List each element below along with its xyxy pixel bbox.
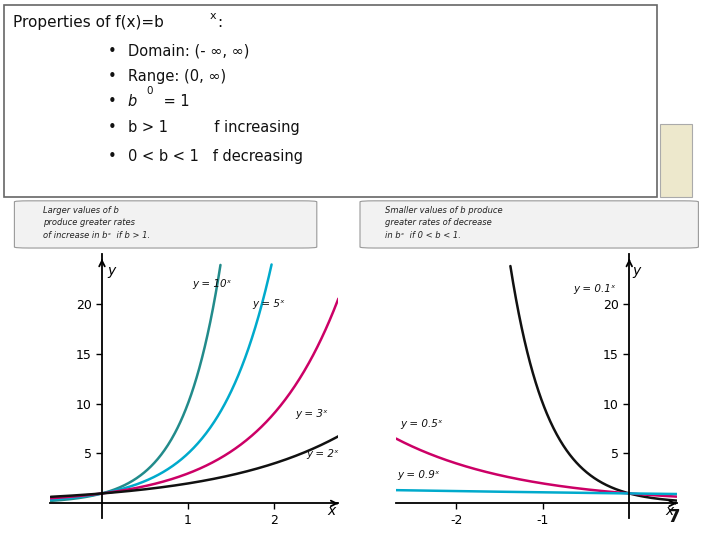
Text: x: x bbox=[665, 504, 674, 518]
Text: y: y bbox=[107, 264, 115, 278]
Text: 0: 0 bbox=[146, 86, 153, 96]
Text: x: x bbox=[210, 11, 216, 21]
FancyBboxPatch shape bbox=[4, 5, 657, 197]
Text: b > 1          f increasing: b > 1 f increasing bbox=[128, 120, 300, 136]
Text: •: • bbox=[108, 120, 117, 136]
Text: Larger values of b
produce greater rates
of increase in bˣ  if b > 1.: Larger values of b produce greater rates… bbox=[43, 206, 150, 240]
Text: Properties of f(x)=b: Properties of f(x)=b bbox=[14, 15, 164, 30]
Text: 7: 7 bbox=[668, 509, 680, 526]
Text: y = 10ˣ: y = 10ˣ bbox=[192, 279, 232, 289]
Text: y = 0.5ˣ: y = 0.5ˣ bbox=[400, 418, 443, 429]
Text: y = 3ˣ: y = 3ˣ bbox=[295, 409, 328, 419]
Text: y = 5ˣ: y = 5ˣ bbox=[253, 299, 285, 309]
Text: Range: (0, ∞): Range: (0, ∞) bbox=[128, 69, 226, 84]
Text: 0 < b < 1   f decreasing: 0 < b < 1 f decreasing bbox=[128, 149, 303, 164]
Text: :: : bbox=[217, 15, 222, 30]
Text: Smaller values of b produce
greater rates of decrease
in bˣ  if 0 < b < 1.: Smaller values of b produce greater rate… bbox=[385, 206, 503, 240]
Text: x: x bbox=[327, 504, 336, 518]
Text: y = 0.1ˣ: y = 0.1ˣ bbox=[573, 284, 616, 294]
Text: b: b bbox=[128, 93, 137, 109]
Text: •: • bbox=[108, 44, 117, 59]
Text: y: y bbox=[633, 264, 641, 278]
Text: •: • bbox=[108, 149, 117, 164]
Text: y = 0.9ˣ: y = 0.9ˣ bbox=[397, 470, 440, 481]
FancyBboxPatch shape bbox=[14, 201, 317, 248]
Text: y = 2ˣ: y = 2ˣ bbox=[307, 449, 339, 458]
Text: Domain: (- ∞, ∞): Domain: (- ∞, ∞) bbox=[128, 44, 249, 59]
Text: •: • bbox=[108, 69, 117, 84]
FancyBboxPatch shape bbox=[360, 201, 698, 248]
Text: •: • bbox=[108, 93, 117, 109]
Text: = 1: = 1 bbox=[158, 93, 189, 109]
